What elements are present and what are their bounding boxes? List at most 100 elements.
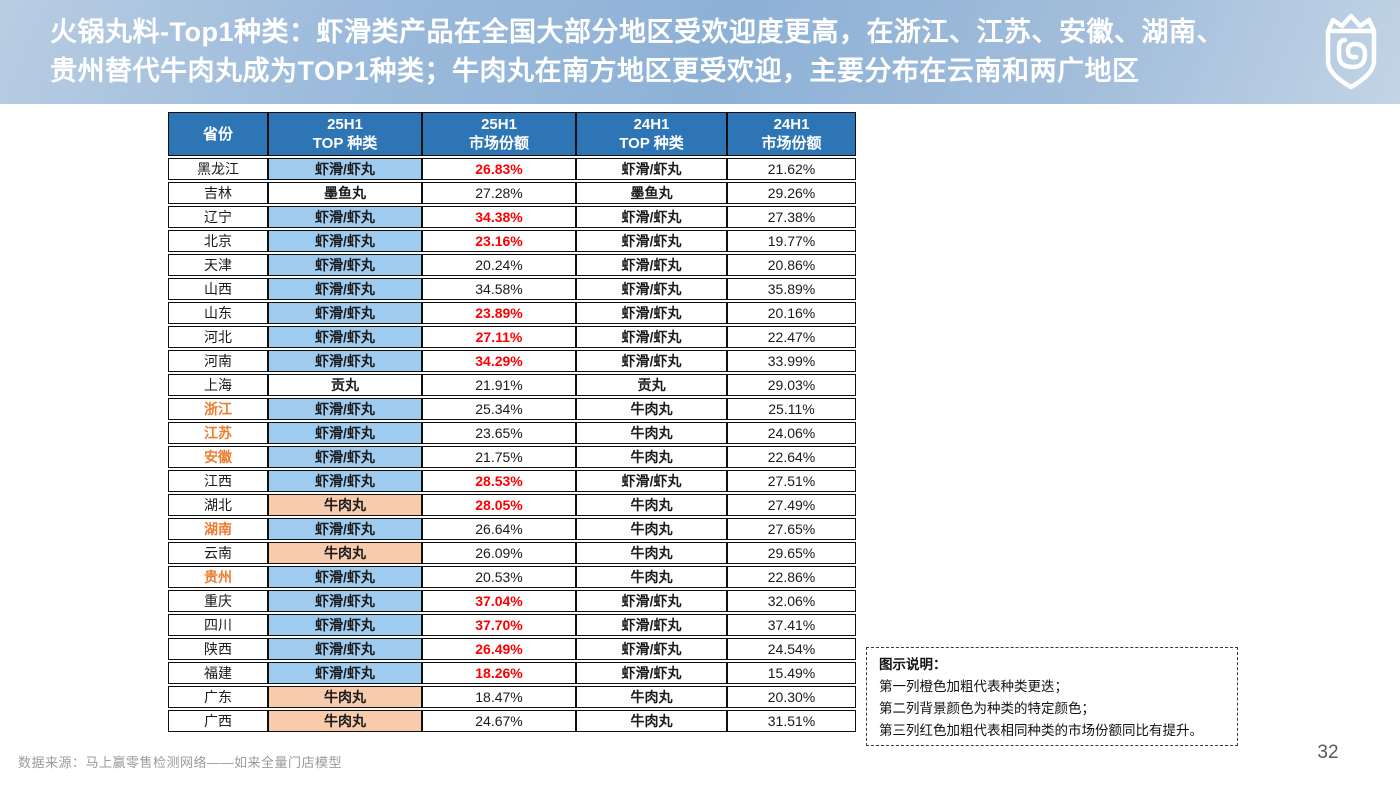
table-body: 黑龙江 虾滑/虾丸 26.83% 虾滑/虾丸 21.62% 吉林 墨鱼丸 27.28% 墨鱼丸 2… [168, 158, 856, 732]
slide-title: 火锅丸料-Top1种类：虾滑类产品在全国大部分地区受欢迎度更高，在浙江、江苏、安… [50, 13, 1290, 91]
table-row: 重庆 虾滑/虾丸 37.04% 虾滑/虾丸 32.06% [168, 590, 856, 612]
cell-24h1-share: 37.41% [727, 614, 856, 636]
cell-province: 湖南 [168, 518, 268, 540]
cell-24h1-share: 24.54% [727, 638, 856, 660]
cell-25h1-category: 虾滑/虾丸 [268, 422, 422, 444]
cell-25h1-category: 虾滑/虾丸 [268, 446, 422, 468]
legend-line: 第一列橙色加粗代表种类更迭； [879, 679, 1068, 694]
cell-25h1-category: 虾滑/虾丸 [268, 254, 422, 276]
cell-province: 江苏 [168, 422, 268, 444]
cell-25h1-category: 牛肉丸 [268, 542, 422, 564]
title-banner: 火锅丸料-Top1种类：虾滑类产品在全国大部分地区受欢迎度更高，在浙江、江苏、安… [0, 0, 1400, 104]
cell-25h1-share: 28.05% [422, 494, 576, 516]
cell-25h1-share: 27.28% [422, 182, 576, 204]
cell-province: 辽宁 [168, 206, 268, 228]
cell-25h1-category: 虾滑/虾丸 [268, 566, 422, 588]
cell-24h1-share: 29.26% [727, 182, 856, 204]
cell-25h1-share: 26.09% [422, 542, 576, 564]
table-row: 陕西 虾滑/虾丸 26.49% 虾滑/虾丸 24.54% [168, 638, 856, 660]
table-row: 山东 虾滑/虾丸 23.89% 虾滑/虾丸 20.16% [168, 302, 856, 324]
cell-25h1-category: 贡丸 [268, 374, 422, 396]
table-row: 安徽 虾滑/虾丸 21.75% 牛肉丸 22.64% [168, 446, 856, 468]
cell-24h1-share: 31.51% [727, 710, 856, 732]
table-row: 天津 虾滑/虾丸 20.24% 虾滑/虾丸 20.86% [168, 254, 856, 276]
table-row: 江西 虾滑/虾丸 28.53% 虾滑/虾丸 27.51% [168, 470, 856, 492]
cell-25h1-category: 虾滑/虾丸 [268, 206, 422, 228]
cell-25h1-share: 24.67% [422, 710, 576, 732]
column-header: 25H1 TOP 种类 [268, 112, 422, 156]
cell-province: 吉林 [168, 182, 268, 204]
cell-province: 重庆 [168, 590, 268, 612]
table-row: 黑龙江 虾滑/虾丸 26.83% 虾滑/虾丸 21.62% [168, 158, 856, 180]
column-header: 24H1 TOP 种类 [576, 112, 727, 156]
cell-25h1-share: 23.65% [422, 422, 576, 444]
cell-24h1-share: 27.65% [727, 518, 856, 540]
shield-crown-logo-icon [1320, 13, 1382, 91]
cell-24h1-category: 牛肉丸 [576, 398, 727, 420]
cell-25h1-category: 虾滑/虾丸 [268, 350, 422, 372]
table-row: 云南 牛肉丸 26.09% 牛肉丸 29.65% [168, 542, 856, 564]
legend-line: 第二列背景颜色为种类的特定颜色； [879, 701, 1095, 716]
cell-24h1-share: 19.77% [727, 230, 856, 252]
cell-24h1-category: 虾滑/虾丸 [576, 326, 727, 348]
cell-25h1-share: 26.64% [422, 518, 576, 540]
cell-24h1-category: 虾滑/虾丸 [576, 278, 727, 300]
cell-24h1-category: 牛肉丸 [576, 710, 727, 732]
cell-24h1-share: 27.38% [727, 206, 856, 228]
data-source-note: 数据来源：马上赢零售检测网络——如来全量门店模型 [18, 755, 343, 770]
cell-24h1-share: 20.16% [727, 302, 856, 324]
cell-24h1-category: 虾滑/虾丸 [576, 158, 727, 180]
cell-province: 福建 [168, 662, 268, 684]
cell-24h1-category: 虾滑/虾丸 [576, 254, 727, 276]
cell-24h1-category: 牛肉丸 [576, 494, 727, 516]
cell-25h1-share: 18.26% [422, 662, 576, 684]
cell-25h1-share: 26.83% [422, 158, 576, 180]
table-row: 湖北 牛肉丸 28.05% 牛肉丸 27.49% [168, 494, 856, 516]
slide-title-line1: 火锅丸料-Top1种类：虾滑类产品在全国大部分地区受欢迎度更高，在浙江、江苏、安… [50, 17, 1224, 47]
cell-25h1-share: 34.29% [422, 350, 576, 372]
cell-24h1-category: 牛肉丸 [576, 566, 727, 588]
cell-25h1-share: 20.24% [422, 254, 576, 276]
cell-25h1-share: 26.49% [422, 638, 576, 660]
cell-24h1-share: 29.03% [727, 374, 856, 396]
data-table: 省份 25H1 TOP 种类 25H1 市场份额 24H1 TOP 种类 24H1 市场份额 黑… [168, 110, 856, 734]
page-number: 32 [1317, 742, 1339, 763]
slide-title-line2: 贵州替代牛肉丸成为TOP1种类；牛肉丸在南方地区更受欢迎，主要分布在云南和两广地… [50, 56, 1140, 86]
cell-25h1-share: 21.91% [422, 374, 576, 396]
table-row: 福建 虾滑/虾丸 18.26% 虾滑/虾丸 15.49% [168, 662, 856, 684]
cell-25h1-category: 虾滑/虾丸 [268, 398, 422, 420]
cell-25h1-share: 23.16% [422, 230, 576, 252]
cell-province: 安徽 [168, 446, 268, 468]
cell-province: 陕西 [168, 638, 268, 660]
cell-24h1-category: 虾滑/虾丸 [576, 470, 727, 492]
cell-24h1-share: 25.11% [727, 398, 856, 420]
table-row: 上海 贡丸 21.91% 贡丸 29.03% [168, 374, 856, 396]
cell-25h1-category: 墨鱼丸 [268, 182, 422, 204]
cell-24h1-share: 24.06% [727, 422, 856, 444]
cell-province: 江西 [168, 470, 268, 492]
cell-province: 广东 [168, 686, 268, 708]
cell-25h1-share: 20.53% [422, 566, 576, 588]
cell-24h1-category: 牛肉丸 [576, 446, 727, 468]
table-row: 河南 虾滑/虾丸 34.29% 虾滑/虾丸 33.99% [168, 350, 856, 372]
cell-24h1-share: 27.51% [727, 470, 856, 492]
table-row: 吉林 墨鱼丸 27.28% 墨鱼丸 29.26% [168, 182, 856, 204]
table-row: 四川 虾滑/虾丸 37.70% 虾滑/虾丸 37.41% [168, 614, 856, 636]
cell-25h1-share: 23.89% [422, 302, 576, 324]
table-row: 湖南 虾滑/虾丸 26.64% 牛肉丸 27.65% [168, 518, 856, 540]
cell-24h1-category: 牛肉丸 [576, 518, 727, 540]
cell-25h1-category: 牛肉丸 [268, 710, 422, 732]
cell-25h1-category: 虾滑/虾丸 [268, 326, 422, 348]
cell-province: 黑龙江 [168, 158, 268, 180]
table-row: 贵州 虾滑/虾丸 20.53% 牛肉丸 22.86% [168, 566, 856, 588]
cell-24h1-share: 22.86% [727, 566, 856, 588]
cell-25h1-category: 虾滑/虾丸 [268, 590, 422, 612]
legend-title: 图示说明： [879, 657, 947, 672]
cell-24h1-share: 33.99% [727, 350, 856, 372]
cell-24h1-category: 虾滑/虾丸 [576, 638, 727, 660]
cell-25h1-category: 虾滑/虾丸 [268, 302, 422, 324]
cell-25h1-category: 虾滑/虾丸 [268, 230, 422, 252]
cell-25h1-category: 虾滑/虾丸 [268, 518, 422, 540]
cell-24h1-share: 22.64% [727, 446, 856, 468]
cell-25h1-share: 34.58% [422, 278, 576, 300]
